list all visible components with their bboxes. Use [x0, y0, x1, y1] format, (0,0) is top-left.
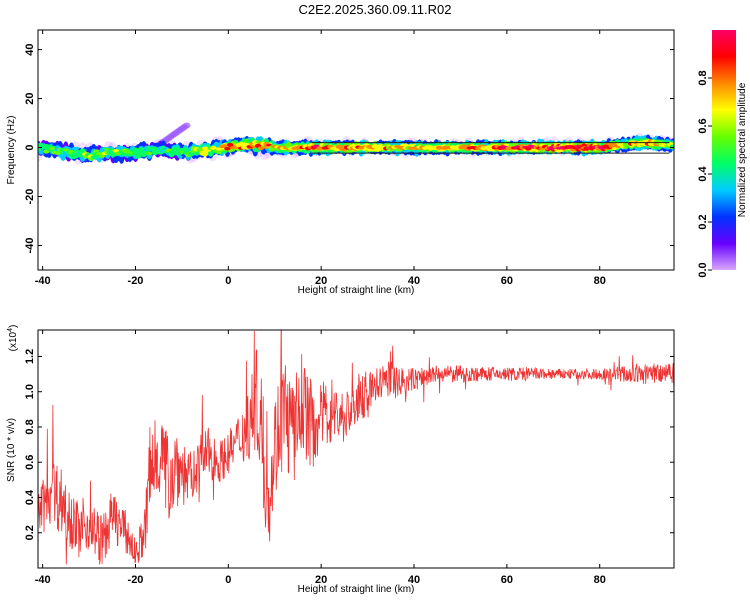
spectral-cell	[48, 146, 56, 151]
bottom-x-tick-label: 0	[225, 574, 231, 586]
bottom-x-tick-label: 80	[594, 574, 606, 586]
spectral-cell	[90, 155, 97, 160]
snr-frame	[37, 329, 675, 569]
spectral-cell	[215, 147, 223, 151]
spectral-branch	[182, 122, 191, 129]
spectral-cell	[224, 146, 231, 151]
top-y-tick-label: 20	[24, 92, 36, 104]
bottom-x-axis-label: Height of straight line (km)	[298, 584, 415, 595]
spectral-cell	[62, 148, 70, 152]
bottom-y-tick-label: 0.4	[24, 489, 36, 505]
top-x-tick-label: 20	[315, 275, 327, 287]
top-x-tick-label: 40	[408, 275, 420, 287]
bottom-y-tick-label: 1.2	[24, 349, 36, 364]
colorbar-tick-label: 0.8	[697, 70, 709, 85]
bottom-x-tick-label: -40	[35, 574, 51, 586]
snr-panel: -40 -20 0 20 40 60 80 0.2 0.4 0.6 0.8 1.0 1.2 Heigh…	[6, 325, 675, 595]
spectral-cell	[187, 152, 195, 156]
top-x-tick-label: 60	[501, 275, 513, 287]
bottom-y-tick-label: 0.2	[24, 525, 36, 540]
top-y-tick-label: 40	[24, 43, 36, 55]
top-x-tick-label: 80	[594, 275, 606, 287]
spectral-cell	[123, 149, 131, 154]
spectral-cell	[54, 151, 61, 155]
bottom-x-tick-label: 60	[501, 574, 513, 586]
spectral-cell	[226, 142, 234, 147]
bottom-y-axis-label: SNR (10 * v/v)	[6, 418, 17, 482]
spectral-cell	[168, 150, 175, 155]
spectral-cell	[135, 151, 142, 156]
top-y-tick-label: 0	[24, 144, 36, 150]
top-y-tick-label: -20	[24, 189, 36, 205]
colorbar-gradient	[712, 30, 736, 270]
spectral-cell	[669, 144, 674, 148]
spectral-cell	[110, 153, 117, 157]
spectral-cell	[146, 151, 153, 156]
spectral-cell	[98, 154, 106, 158]
bottom-y-tick-label: 0.8	[24, 419, 36, 434]
spectral-cell	[149, 147, 156, 151]
spectral-cell	[199, 150, 206, 155]
spectral-cell	[235, 143, 242, 148]
bottom-x-tick-label: -20	[128, 574, 144, 586]
spectral-cell	[196, 147, 203, 152]
spectral-cell	[137, 147, 145, 151]
colorbar-tick-label: 0.4	[697, 165, 709, 181]
top-x-axis-label: Height of straight line (km)	[298, 285, 415, 296]
spectral-cell	[257, 146, 265, 150]
spectrogram-frame	[37, 29, 675, 271]
y-scale-factor: (x104)	[7, 325, 19, 352]
spectral-cell	[40, 144, 47, 148]
snr-series-line	[38, 330, 674, 565]
top-x-tick-label: -20	[128, 275, 144, 287]
bottom-y-tick-label: 0.6	[24, 455, 36, 470]
spectral-cell	[38, 147, 42, 152]
spectral-cell	[221, 144, 228, 148]
colorbar-tick-label: 0.6	[697, 118, 709, 133]
top-y-axis-label: Frequency (Hz)	[6, 116, 17, 185]
top-x-tick-label: -40	[35, 275, 51, 287]
spectrogram-panel: -40 -20 0 20 40 60 80 40 20 0 -20 -40 Height of st…	[6, 29, 675, 296]
top-x-tick-label: 0	[225, 275, 231, 287]
chart-title: C2E2.2025.360.09.11.R02	[298, 2, 452, 17]
colorbar: 0.0 0.2 0.4 0.6 0.8 Normalized spectral ampl…	[697, 30, 748, 278]
spectral-cell	[43, 149, 50, 154]
colorbar-label: Normalized spectral amplitude	[737, 82, 748, 217]
spectral-cell	[210, 145, 217, 150]
top-y-tick-label: -40	[24, 238, 36, 254]
colorbar-tick-label: 0.0	[697, 262, 709, 277]
bottom-x-tick-label: 20	[315, 574, 327, 586]
spectral-cell	[107, 150, 114, 155]
bottom-x-tick-label: 40	[408, 574, 420, 586]
colorbar-tick-label: 0.2	[697, 214, 709, 229]
spectral-cell	[171, 146, 178, 152]
bottom-y-tick-label: 1.0	[24, 384, 36, 399]
